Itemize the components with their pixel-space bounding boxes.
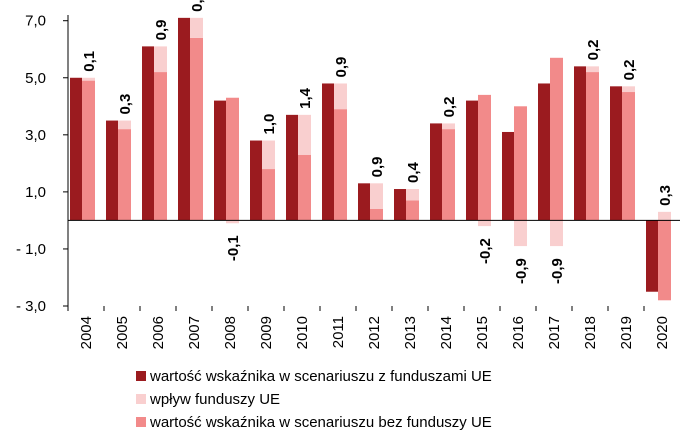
- bar: [226, 220, 239, 224]
- bar: [154, 46, 167, 73]
- bar: [298, 154, 311, 221]
- value-label: 0,9: [333, 57, 350, 78]
- value-label: 1,4: [297, 87, 314, 109]
- bar: [106, 120, 118, 221]
- x-tick-label: 2004: [78, 316, 95, 349]
- x-tick-label: 2010: [294, 316, 311, 349]
- bar: [406, 200, 419, 221]
- bar: [82, 80, 95, 221]
- bar: [550, 220, 563, 247]
- bar: [406, 189, 419, 201]
- bar: [538, 83, 550, 221]
- bar: [118, 129, 131, 221]
- bar: [118, 120, 131, 130]
- bar: [610, 86, 622, 221]
- bar: [82, 77, 95, 81]
- bar: [370, 183, 383, 209]
- x-tick-label: 2017: [546, 316, 563, 349]
- x-tick-label: 2008: [222, 316, 239, 349]
- y-tick-label: 7,0: [25, 13, 46, 30]
- x-tick-label: 2019: [618, 316, 635, 349]
- value-label: -0,1: [225, 235, 242, 261]
- value-label: 1,0: [261, 114, 278, 135]
- bar: [394, 189, 406, 221]
- value-label: 0,2: [441, 97, 458, 118]
- bar: [574, 66, 586, 221]
- bar: [298, 114, 311, 155]
- x-tick-label: 2006: [150, 316, 167, 349]
- x-tick-label: 2012: [366, 316, 383, 349]
- bar: [658, 211, 671, 221]
- bar: [286, 114, 298, 221]
- x-tick-label: 2007: [186, 316, 203, 349]
- value-label: 0,9: [153, 20, 170, 41]
- bar: [262, 169, 275, 221]
- bar: [478, 220, 491, 227]
- legend-label: wartość wskaźnika w scenariuszu z fundus…: [149, 368, 492, 385]
- y-tick-label: 3,0: [25, 127, 46, 144]
- bar: [190, 37, 203, 221]
- bar: [478, 94, 491, 221]
- value-label: -0,2: [477, 238, 494, 264]
- bar: [334, 109, 347, 221]
- bar: [70, 77, 82, 221]
- value-label: 0,7: [189, 0, 206, 12]
- legend-swatch: [136, 371, 146, 381]
- value-label: 0,3: [657, 185, 674, 206]
- bar: [502, 131, 514, 221]
- x-tick-label: 2009: [258, 316, 275, 349]
- bar: [586, 66, 599, 73]
- value-label: 0,2: [585, 39, 602, 60]
- legend-swatch: [136, 394, 146, 404]
- legend-label: wartość wskaźnika w scenariuszu bez fund…: [149, 414, 492, 431]
- bar: [514, 220, 527, 247]
- bar: [262, 140, 275, 170]
- bar: [586, 72, 599, 221]
- bar: [514, 106, 527, 221]
- x-tick-label: 2005: [114, 316, 131, 349]
- bar: [226, 97, 239, 221]
- value-label: 0,2: [621, 59, 638, 80]
- x-tick-label: 2011: [330, 316, 347, 348]
- bar: [622, 86, 635, 93]
- y-tick-label: 5,0: [25, 70, 46, 87]
- value-label: 0,1: [81, 51, 98, 72]
- bar: [322, 83, 334, 221]
- bar: [334, 83, 347, 110]
- y-tick-label: - 1,0: [16, 241, 46, 258]
- bar: [442, 123, 455, 130]
- value-label: 0,9: [369, 156, 386, 177]
- bar: [430, 123, 442, 221]
- x-tick-label: 2015: [474, 316, 491, 349]
- legend-label: wpływ funduszy UE: [149, 391, 280, 408]
- legend-swatch: [136, 417, 146, 427]
- bar: [190, 17, 203, 38]
- bar: [358, 183, 370, 221]
- bar: [154, 72, 167, 221]
- bar: [466, 100, 478, 221]
- x-tick-label: 2016: [510, 316, 527, 349]
- bar: [442, 129, 455, 221]
- value-label: 0,4: [405, 162, 422, 184]
- bar: [178, 17, 190, 221]
- value-label: -0,9: [513, 258, 530, 284]
- y-tick-label: - 3,0: [16, 298, 46, 315]
- bar: [658, 220, 671, 301]
- value-label: -0,9: [549, 258, 566, 284]
- value-label: 0,3: [117, 94, 134, 115]
- bar: [250, 140, 262, 221]
- x-tick-label: 2014: [438, 316, 455, 349]
- bar: [142, 46, 154, 221]
- bar: [370, 209, 383, 221]
- bar: [214, 100, 226, 221]
- bar: [622, 92, 635, 221]
- y-tick-label: 1,0: [25, 184, 46, 201]
- x-tick-label: 2018: [582, 316, 599, 349]
- x-tick-label: 2013: [402, 316, 419, 349]
- bar: [550, 57, 563, 221]
- bar: [646, 220, 658, 292]
- x-tick-label: 2020: [654, 316, 671, 349]
